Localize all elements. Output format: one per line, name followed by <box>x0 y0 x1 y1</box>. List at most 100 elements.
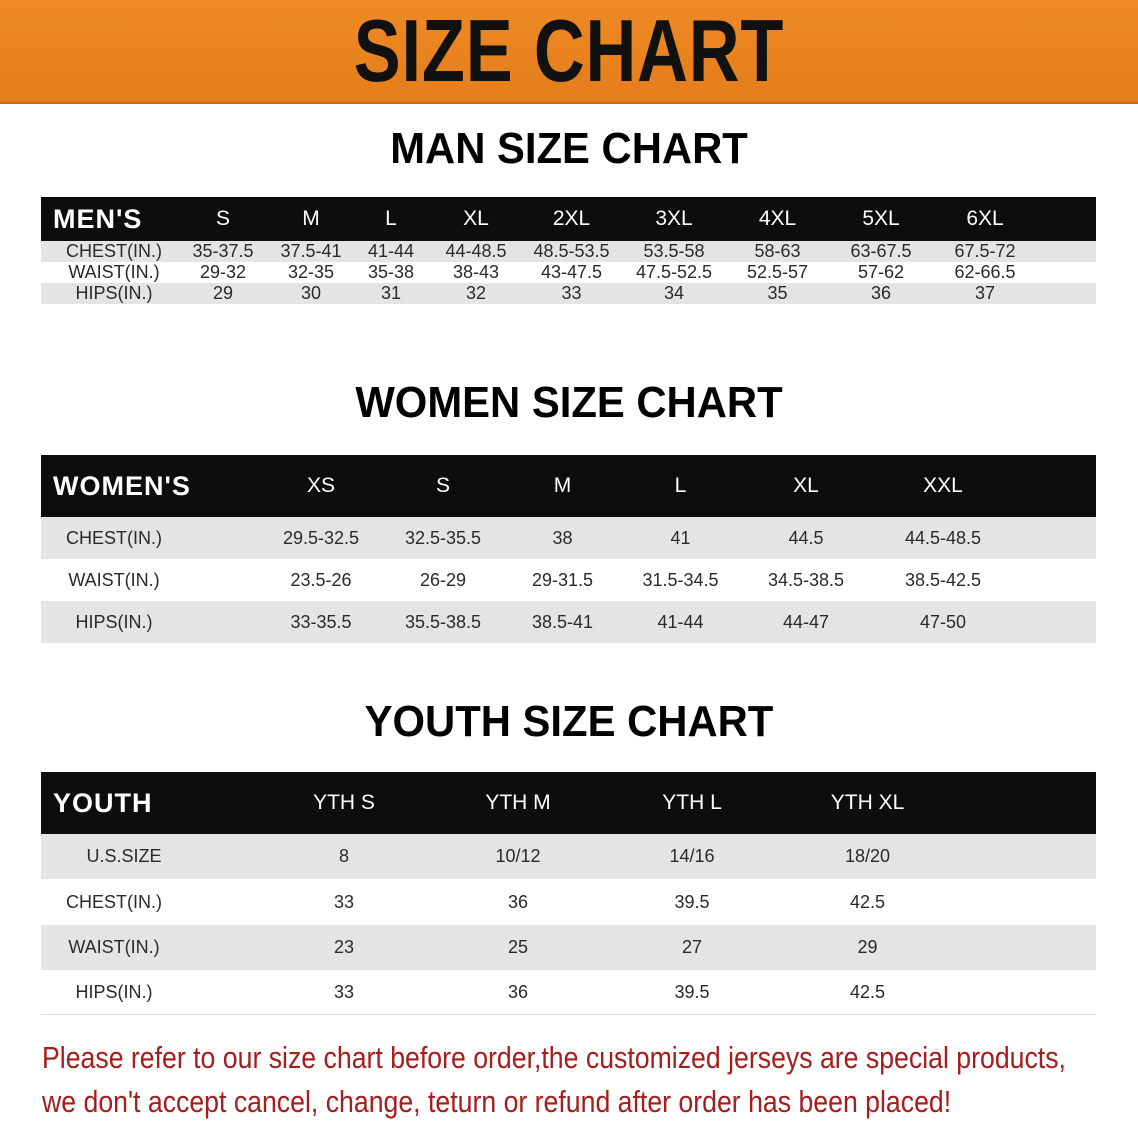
row-label: CHEST(IN.) <box>66 241 162 261</box>
table-cell: 25 <box>507 937 529 957</box>
row-label: U.S.SIZE <box>86 846 162 866</box>
table-cell: 44.5-48.5 <box>904 527 982 548</box>
row-label: CHEST(IN.) <box>66 891 162 912</box>
size-header: XL <box>793 474 819 497</box>
table-cell: 38 <box>552 527 573 548</box>
size-header: 2XL <box>552 207 591 230</box>
table-cell: 35-38 <box>367 262 415 282</box>
size-header: 4XL <box>758 207 797 230</box>
table-cell: 38.5-41 <box>531 611 594 632</box>
table-header-row: MEN'S S M L XL 2XL 3XL 4XL 5XL 6XL <box>41 197 1096 241</box>
table-cell: 29.5-32.5 <box>282 527 360 548</box>
size-header: XS <box>306 474 335 497</box>
table-cell: 47.5-52.5 <box>635 262 713 282</box>
size-header: XXL <box>923 474 963 497</box>
table-cell: 8 <box>338 846 349 866</box>
table-cell: 29 <box>857 937 878 957</box>
size-header: 5XL <box>862 207 900 230</box>
youth-size-table: YOUTH YTH S YTH M YTH L YTH XL U.S.SIZE … <box>41 772 1096 1015</box>
table-cell: 53.5-58 <box>643 241 705 261</box>
table-cell: 36 <box>507 891 529 912</box>
table-cell: 41 <box>670 527 691 548</box>
row-label: HIPS(IN.) <box>75 981 153 1002</box>
size-header: S <box>435 474 450 497</box>
notice-line: Please refer to our size chart before or… <box>42 1040 1066 1075</box>
table-cell: 33 <box>333 891 355 912</box>
table-cell: 29-31.5 <box>531 569 594 590</box>
table-cell: 32-35 <box>287 262 335 282</box>
table-cell: 10/12 <box>495 846 541 866</box>
table-cell: 43-47.5 <box>540 262 603 282</box>
table-row: U.S.SIZE 8 10/12 14/16 18/20 <box>41 834 1096 879</box>
table-row: HIPS(IN.) 29 30 31 32 33 34 35 36 37 <box>41 283 1096 304</box>
table-row: WAIST(IN.) 23.5-26 26-29 29-31.5 31.5-34… <box>41 559 1096 601</box>
table-cell: 32 <box>465 283 487 303</box>
table-row: WAIST(IN.) 29-32 32-35 35-38 38-43 43-47… <box>41 262 1096 283</box>
table-row: CHEST(IN.) 35-37.5 37.5-41 41-44 44-48.5… <box>41 241 1096 262</box>
table-cell: 36 <box>507 981 529 1002</box>
table-cell: 42.5 <box>849 981 886 1002</box>
men-heading: MAN SIZE CHART <box>390 124 748 173</box>
table-cell: 57-62 <box>857 262 905 282</box>
size-header: YTH S <box>313 791 375 814</box>
table-cell: 18/20 <box>844 846 891 866</box>
table-cell: 38-43 <box>452 262 500 282</box>
size-header: XL <box>463 207 489 230</box>
table-cell: 44.5 <box>788 527 824 548</box>
row-label: WAIST(IN.) <box>68 569 160 590</box>
table-row: CHEST(IN.) 33 36 39.5 42.5 <box>41 879 1096 925</box>
table-cell: 36 <box>870 283 892 303</box>
table-cell: 35.5-38.5 <box>404 611 482 632</box>
table-cell: 48.5-53.5 <box>533 241 610 261</box>
table-cell: 38.5-42.5 <box>904 569 982 590</box>
row-label: WAIST(IN.) <box>68 262 160 282</box>
table-cell: 44-48.5 <box>445 241 507 261</box>
table-cell: 35 <box>767 283 788 303</box>
table-cell: 34.5-38.5 <box>767 569 845 590</box>
table-cell: 35-37.5 <box>192 241 254 261</box>
table-row: HIPS(IN.) 33-35.5 35.5-38.5 38.5-41 41-4… <box>41 601 1096 643</box>
table-header-row: WOMEN'S XS S M L XL XXL <box>41 455 1096 517</box>
row-label: WAIST(IN.) <box>68 937 160 957</box>
table-cell: 31 <box>380 283 402 303</box>
table-cell: 63-67.5 <box>850 241 912 261</box>
table-cell: 34 <box>663 283 685 303</box>
size-header: YTH XL <box>830 791 905 814</box>
table-cell: 58-63 <box>754 241 801 261</box>
size-header: 3XL <box>655 207 693 230</box>
women-heading: WOMEN SIZE CHART <box>355 378 783 427</box>
table-cell: 30 <box>300 283 322 303</box>
header-label: YOUTH <box>53 787 153 818</box>
table-cell: 33-35.5 <box>290 611 352 632</box>
women-size-table: WOMEN'S XS S M L XL XXL CHEST(IN.) 29.5-… <box>41 455 1096 643</box>
order-notice: Please refer to our size chart before or… <box>42 1036 1066 1124</box>
page-title: SIZE CHART <box>353 1 785 100</box>
table-cell: 39.5 <box>674 891 710 912</box>
header-label: MEN'S <box>53 203 143 234</box>
size-header: YTH L <box>662 791 722 814</box>
table-cell: 33 <box>333 981 355 1002</box>
table-cell: 31.5-34.5 <box>642 569 719 590</box>
table-cell: 29 <box>212 283 234 303</box>
table-cell: 62-66.5 <box>954 262 1016 282</box>
title-banner: SIZE CHART <box>0 0 1138 104</box>
table-cell: 47-50 <box>919 611 967 632</box>
row-label: HIPS(IN.) <box>75 283 153 303</box>
table-cell: 52.5-57 <box>746 262 809 282</box>
table-cell: 32.5-35.5 <box>404 527 482 548</box>
notice-line: we don't accept cancel, change, teturn o… <box>42 1084 952 1119</box>
table-cell: 33 <box>561 283 582 303</box>
size-header: L <box>674 474 687 497</box>
youth-heading: YOUTH SIZE CHART <box>364 697 774 746</box>
table-header-row: YOUTH YTH S YTH M YTH L YTH XL <box>41 772 1096 834</box>
table-cell: 23 <box>333 937 355 957</box>
table-cell: 42.5 <box>849 891 886 912</box>
table-cell: 41-44 <box>657 611 704 632</box>
size-header: YTH M <box>485 791 551 814</box>
table-cell: 67.5-72 <box>954 241 1016 261</box>
table-row: CHEST(IN.) 29.5-32.5 32.5-35.5 38 41 44.… <box>41 517 1096 559</box>
row-label: CHEST(IN.) <box>66 527 162 548</box>
table-cell: 14/16 <box>669 846 715 866</box>
table-row: WAIST(IN.) 23 25 27 29 <box>41 925 1096 970</box>
table-cell: 41-44 <box>367 241 415 261</box>
